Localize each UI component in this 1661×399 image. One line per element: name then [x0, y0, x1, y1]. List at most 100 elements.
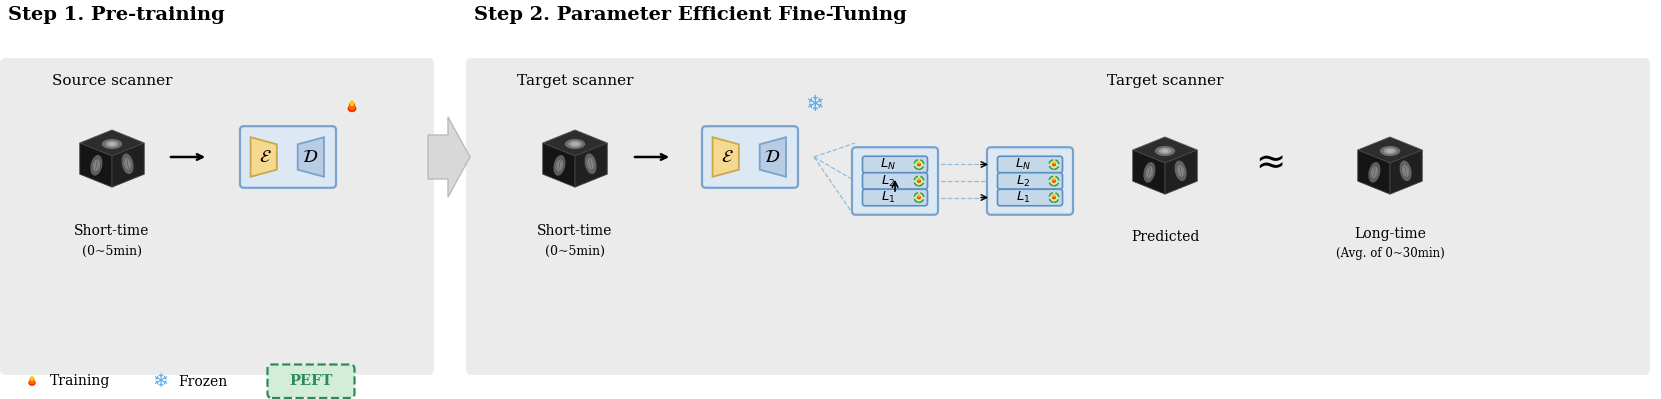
Polygon shape [1133, 137, 1198, 163]
FancyBboxPatch shape [998, 189, 1063, 206]
Polygon shape [1390, 150, 1422, 194]
Circle shape [1050, 160, 1058, 169]
Polygon shape [1133, 150, 1164, 194]
Polygon shape [1164, 150, 1198, 194]
Ellipse shape [568, 141, 581, 147]
Ellipse shape [1387, 149, 1394, 153]
Ellipse shape [1053, 194, 1055, 197]
Text: $\mathcal{E}$: $\mathcal{E}$ [259, 148, 272, 166]
Ellipse shape [1369, 162, 1380, 183]
Ellipse shape [1380, 146, 1400, 156]
Ellipse shape [30, 377, 35, 385]
Text: Step 2. Parameter Efficient Fine-Tuning: Step 2. Parameter Efficient Fine-Tuning [473, 6, 907, 24]
Text: Short-time: Short-time [537, 224, 613, 238]
Polygon shape [297, 137, 324, 177]
FancyBboxPatch shape [703, 126, 797, 188]
Polygon shape [429, 117, 470, 197]
Ellipse shape [1400, 160, 1412, 181]
Polygon shape [251, 137, 277, 177]
Text: Training: Training [50, 375, 110, 389]
Ellipse shape [919, 194, 920, 197]
FancyBboxPatch shape [998, 173, 1063, 189]
Ellipse shape [1178, 164, 1184, 177]
Polygon shape [543, 130, 608, 156]
Ellipse shape [101, 139, 123, 149]
Text: Frozen: Frozen [178, 375, 228, 389]
FancyBboxPatch shape [267, 365, 354, 398]
Text: Long-time: Long-time [1354, 227, 1425, 241]
Ellipse shape [1146, 166, 1153, 179]
Ellipse shape [917, 180, 920, 183]
Ellipse shape [30, 376, 33, 381]
Text: (Avg. of 0~30min): (Avg. of 0~30min) [1335, 247, 1445, 261]
Ellipse shape [1053, 162, 1055, 166]
Ellipse shape [556, 159, 563, 172]
Ellipse shape [90, 155, 103, 176]
Ellipse shape [28, 380, 37, 386]
Ellipse shape [1051, 180, 1056, 183]
Ellipse shape [917, 196, 920, 200]
Ellipse shape [919, 161, 920, 164]
Ellipse shape [1051, 196, 1056, 200]
FancyBboxPatch shape [987, 147, 1073, 215]
Polygon shape [80, 143, 111, 187]
Text: $L_{N}$: $L_{N}$ [880, 157, 895, 172]
Ellipse shape [347, 105, 357, 112]
Ellipse shape [349, 102, 355, 111]
Polygon shape [1357, 137, 1422, 163]
Ellipse shape [917, 162, 920, 166]
Ellipse shape [917, 178, 920, 182]
Ellipse shape [1384, 148, 1397, 154]
Ellipse shape [919, 178, 920, 180]
Ellipse shape [93, 159, 100, 172]
Ellipse shape [105, 141, 118, 147]
Text: Step 1. Pre-training: Step 1. Pre-training [8, 6, 224, 24]
Circle shape [1050, 193, 1058, 202]
Ellipse shape [1053, 178, 1055, 180]
Ellipse shape [1051, 163, 1056, 166]
Text: ❄: ❄ [804, 95, 824, 115]
FancyBboxPatch shape [862, 173, 927, 189]
Ellipse shape [1402, 164, 1409, 177]
Ellipse shape [108, 142, 116, 146]
Ellipse shape [1161, 149, 1169, 153]
Text: $\mathcal{D}$: $\mathcal{D}$ [764, 148, 779, 166]
FancyBboxPatch shape [862, 156, 927, 173]
Ellipse shape [1053, 178, 1055, 182]
Text: Predicted: Predicted [1131, 230, 1199, 244]
Text: PEFT: PEFT [289, 374, 332, 388]
Text: $\mathcal{E}$: $\mathcal{E}$ [721, 148, 734, 166]
Text: ...: ... [1018, 166, 1030, 179]
Ellipse shape [917, 195, 920, 199]
Polygon shape [543, 143, 575, 187]
Polygon shape [575, 143, 608, 187]
Text: $\mathcal{D}$: $\mathcal{D}$ [302, 148, 317, 166]
Text: (0~5min): (0~5min) [545, 245, 605, 257]
Polygon shape [111, 143, 145, 187]
Ellipse shape [1158, 148, 1171, 154]
Text: ❄: ❄ [151, 372, 168, 391]
Ellipse shape [1154, 146, 1176, 156]
Circle shape [1050, 176, 1058, 186]
Ellipse shape [917, 163, 920, 166]
FancyBboxPatch shape [862, 189, 927, 206]
Text: ...: ... [884, 166, 895, 179]
FancyBboxPatch shape [239, 126, 336, 188]
Polygon shape [713, 137, 739, 177]
Ellipse shape [1053, 195, 1055, 199]
FancyBboxPatch shape [0, 58, 434, 375]
Ellipse shape [125, 158, 131, 170]
Circle shape [914, 176, 924, 186]
Text: $L_{2}$: $L_{2}$ [880, 174, 895, 189]
Ellipse shape [1053, 161, 1055, 164]
Text: $L_{N}$: $L_{N}$ [1015, 157, 1031, 172]
Ellipse shape [553, 155, 565, 176]
FancyBboxPatch shape [852, 147, 938, 215]
Text: Source scanner: Source scanner [51, 74, 173, 88]
Circle shape [914, 193, 924, 202]
Text: Target scanner: Target scanner [1106, 74, 1222, 88]
Ellipse shape [121, 154, 133, 174]
Text: $L_{2}$: $L_{2}$ [1015, 174, 1030, 189]
Circle shape [914, 160, 924, 169]
Ellipse shape [1174, 160, 1186, 181]
